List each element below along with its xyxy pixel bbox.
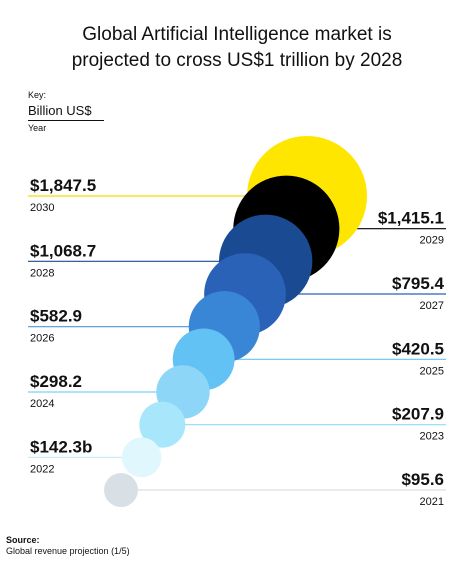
value-label-2027: $795.4 (392, 274, 445, 293)
value-label-2028: $1,068.7 (30, 241, 96, 260)
key-unit: Billion US$ (28, 103, 104, 121)
year-label-2023: 2023 (420, 431, 444, 443)
value-label-2021: $95.6 (401, 470, 444, 489)
title-line-2: projected to cross US$1 trillion by 2028 (71, 50, 403, 71)
year-label-2027: 2027 (420, 300, 444, 312)
chart-title: Global Artificial Intelligence market is… (20, 22, 454, 74)
source-text: Global revenue projection (1/5) (6, 546, 130, 556)
value-label-2023: $207.9 (392, 405, 444, 424)
year-label-2028: 2028 (30, 267, 54, 279)
year-label-2025: 2025 (420, 365, 444, 377)
value-label-2022: $142.3b (30, 437, 92, 456)
key-label: Key: (28, 90, 47, 100)
key-year: Year (28, 123, 47, 133)
year-label-2024: 2024 (30, 398, 54, 410)
year-label-2029: 2029 (420, 235, 444, 247)
bubble-2021 (104, 473, 138, 507)
source-title: Source: (6, 535, 40, 545)
year-label-2030: 2030 (30, 202, 54, 214)
bubble-2023 (139, 401, 186, 448)
title-line-1: Global Artificial Intelligence market is (82, 24, 392, 45)
value-label-2024: $298.2 (30, 372, 82, 391)
bubble-2022 (121, 437, 162, 478)
year-label-2022: 2022 (30, 463, 54, 475)
value-label-2030: $1,847.5 (30, 176, 96, 195)
value-label-2026: $582.9 (30, 307, 82, 326)
value-label-2025: $420.5 (392, 339, 444, 358)
year-label-2026: 2026 (30, 333, 54, 345)
year-label-2021: 2021 (420, 496, 444, 508)
value-label-2029: $1,415.1 (378, 209, 444, 228)
